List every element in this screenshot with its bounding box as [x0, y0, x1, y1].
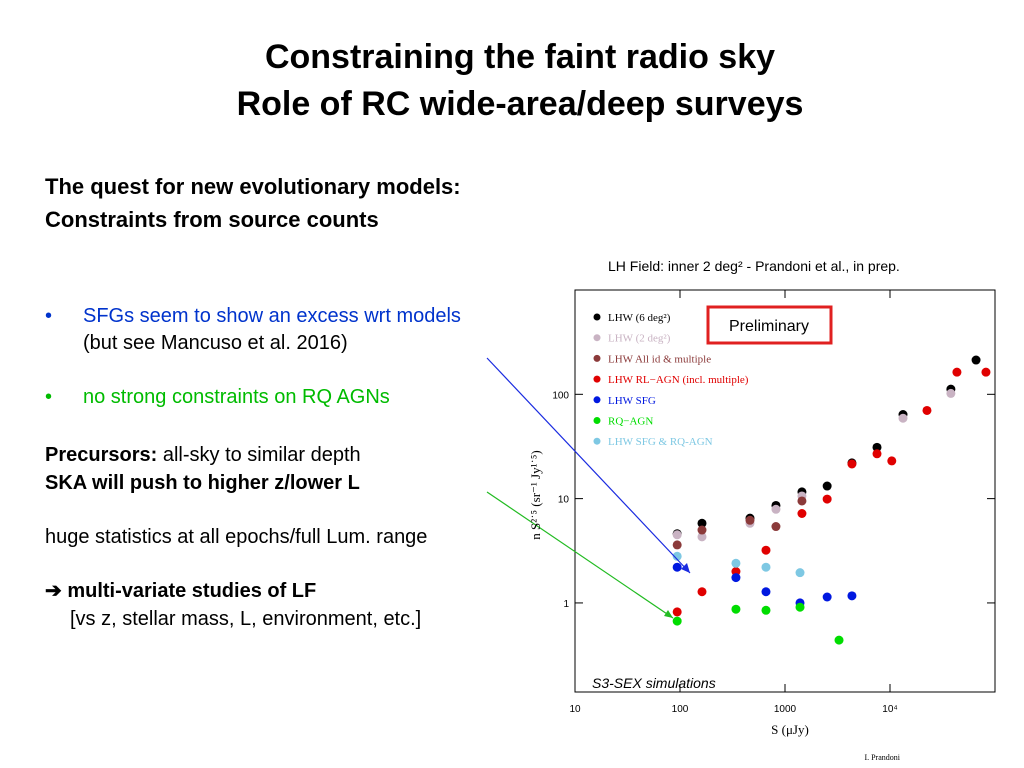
- legend-marker: [593, 375, 601, 383]
- data-point: [822, 481, 832, 491]
- data-point: [672, 551, 682, 561]
- legend-marker: [593, 334, 601, 342]
- data-point: [697, 525, 707, 535]
- legend-marker: [593, 354, 601, 362]
- data-point: [795, 602, 805, 612]
- legend-label: LHW SFG: [608, 395, 656, 407]
- data-point: [761, 587, 771, 597]
- y-tick-label: 1: [563, 599, 569, 610]
- legend-label: RQ−AGN: [608, 416, 653, 428]
- data-point: [731, 573, 741, 583]
- legend-label: LHW SFG & RQ-AGN: [608, 436, 713, 448]
- data-point: [697, 532, 707, 542]
- data-point: [797, 496, 807, 506]
- data-point: [847, 591, 857, 601]
- plot: 10 100 1000 10⁴ 1 10 100 LHW (6 deg²) LHW (2 deg…: [552, 290, 995, 715]
- title: Role of RC wide-area/deep surveys: [237, 85, 804, 123]
- data-point: [952, 367, 962, 377]
- title: Constraining the faint radio sky: [265, 38, 775, 76]
- bullet-dot: •: [45, 386, 52, 408]
- data-point: [771, 504, 781, 514]
- legend-marker: [593, 437, 601, 445]
- data-point: [872, 442, 882, 452]
- y-tick-label: 100: [552, 390, 569, 401]
- data-point: [672, 616, 682, 626]
- legend-label: LHW RL−AGN (incl. multiple): [608, 374, 749, 386]
- data-point: [847, 459, 857, 469]
- data-point: [898, 413, 908, 423]
- multivariate-detail: [vs z, stellar mass, L, environment, etc…: [70, 608, 421, 630]
- data-point: [834, 635, 844, 645]
- data-point: [971, 355, 981, 365]
- multivariate: ➔ multi-variate studies of LF: [45, 580, 316, 602]
- data-point: [672, 607, 682, 617]
- data-point: [697, 518, 707, 528]
- arrow: [486, 357, 691, 574]
- data-point: [761, 605, 771, 615]
- data-point: [797, 509, 807, 519]
- annotation: Preliminary: [729, 318, 809, 335]
- credit: I. Prandoni: [864, 753, 900, 762]
- bullet: no strong constraints on RQ AGNs: [83, 386, 390, 408]
- data-point: [946, 388, 956, 398]
- arrowhead: [681, 563, 690, 573]
- plot-frame: [574, 289, 996, 693]
- annotation: S3-SEX simulations: [592, 675, 716, 691]
- data-point: [761, 545, 771, 555]
- data-point: [672, 562, 682, 572]
- data-point: [795, 568, 805, 578]
- legend-marker: [593, 396, 601, 404]
- data-point: [822, 592, 832, 602]
- ska: SKA will push to higher z/lower L: [45, 472, 360, 494]
- subtitle: The quest for new evolutionary models:: [45, 174, 461, 199]
- data-point: [981, 367, 991, 377]
- precursors-text: all-sky to similar depth: [157, 444, 360, 466]
- data-point: [672, 530, 682, 540]
- precursors-label: Precursors:: [45, 444, 157, 466]
- data-point: [731, 604, 741, 614]
- precursors: Precursors: all-sky to similar depth: [45, 444, 361, 466]
- data-point: [922, 405, 932, 415]
- x-tick-label: 10: [569, 704, 581, 715]
- x-tick-label: 100: [672, 704, 689, 715]
- caption: LH Field: inner 2 deg² - Prandoni et al.…: [608, 258, 900, 274]
- data-point: [872, 449, 882, 459]
- y-axis-label: n S²˙⁵ (sr⁻¹ Jy¹˙⁵): [528, 450, 543, 539]
- data-point: [887, 456, 897, 466]
- legend-label: LHW (2 deg²): [608, 333, 671, 345]
- bullet: SFGs seem to show an excess wrt models: [83, 305, 461, 327]
- legend-label: LHW (6 deg²): [608, 312, 671, 324]
- statistics: huge statistics at all epochs/full Lum. …: [45, 526, 427, 548]
- legend-marker: [593, 313, 601, 321]
- subtitle: Constraints from source counts: [45, 207, 379, 232]
- preliminary-box: [706, 305, 833, 345]
- data-point: [731, 558, 741, 568]
- x-tick-label: 1000: [774, 704, 797, 715]
- bullet-note: (but see Mancuso et al. 2016): [83, 332, 348, 354]
- data-point: [697, 587, 707, 597]
- data-point: [771, 522, 781, 532]
- arrowhead: [664, 610, 673, 618]
- x-axis-label: S (μJy): [771, 722, 809, 737]
- arrow: [486, 491, 674, 619]
- data-point: [822, 494, 832, 504]
- bullet-dot: •: [45, 305, 52, 327]
- legend-label: LHW All id & multiple: [608, 353, 711, 365]
- data-point: [761, 562, 771, 572]
- data-point: [745, 515, 755, 525]
- legend-marker: [593, 417, 601, 424]
- x-tick-label: 10⁴: [882, 704, 897, 715]
- data-point: [672, 540, 682, 550]
- y-tick-label: 10: [558, 495, 570, 506]
